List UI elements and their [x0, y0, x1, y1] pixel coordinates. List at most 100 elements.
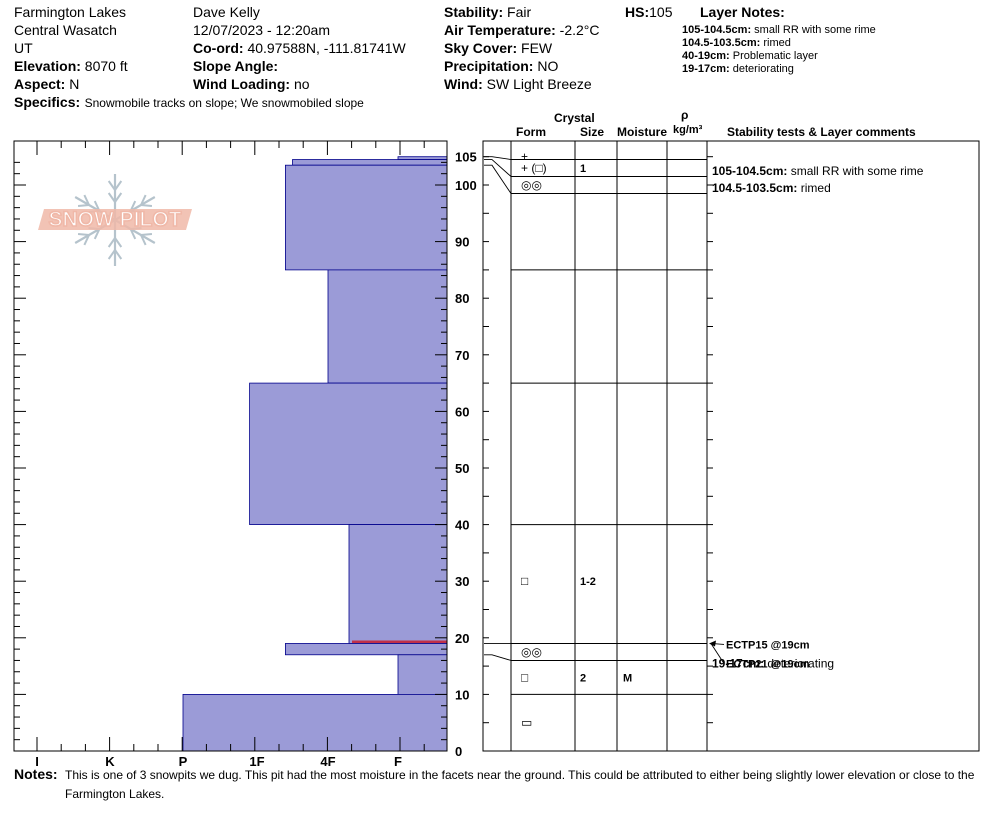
snowflake-branch	[107, 192, 116, 203]
specifics-value: Snowmobile tracks on slope; We snowmobil…	[84, 96, 364, 110]
slope-angle-label: Slope Angle:	[193, 58, 279, 74]
stability-test: ECTP15 @19cm	[726, 639, 810, 651]
layer-note-range: 19-17cm:	[682, 63, 730, 75]
crystal-size: 1-2	[580, 576, 596, 588]
sky-cover: Sky Cover: FEW	[444, 40, 552, 56]
coordinates: Co-ord: 40.97588N, -111.81741W	[193, 40, 406, 56]
depth-label: 70	[455, 348, 469, 363]
precipitation-value: NO	[537, 58, 559, 74]
snowflake-branch	[140, 233, 153, 236]
sky-cover-value: FEW	[521, 40, 553, 56]
form-header: Form	[516, 125, 546, 139]
boundary-connector	[484, 159, 512, 177]
hardness-layer-bar	[397, 654, 448, 695]
layer-comment: 105-104.5cm: small RR with some rime	[712, 164, 924, 178]
specifics: Specifics: Snowmobile tracks on slope; W…	[14, 94, 364, 112]
snow-height-label: HS:	[625, 4, 650, 20]
snowflake-branch	[114, 249, 123, 260]
hardness-label: P	[179, 754, 188, 769]
crystal-moisture: M	[623, 672, 632, 684]
snow-height: HS:105	[625, 4, 672, 20]
hardness-label: 1F	[249, 754, 264, 769]
snowpilot-logo: SNOW PILOT	[38, 174, 192, 266]
precipitation: Precipitation: NO	[444, 58, 558, 74]
location-name: Farmington Lakes	[14, 4, 127, 20]
snowflake-branch	[107, 180, 116, 191]
coord-label: Co-ord:	[193, 40, 244, 56]
depth-label: 40	[455, 518, 469, 533]
crystal-form: □	[521, 670, 528, 684]
crystal-header: Crystal	[554, 111, 595, 125]
hardness-label: 4F	[320, 754, 335, 769]
snowflake-branch	[140, 194, 147, 206]
notes-label: Notes:	[14, 766, 58, 782]
state: UT	[14, 40, 33, 56]
wind: Wind: SW Light Breeze	[444, 76, 592, 92]
snowflake-branch	[83, 234, 90, 246]
layer-note: 40-19cm: Problematic layer	[682, 50, 818, 62]
layer-note-text: Problematic layer	[732, 50, 818, 62]
hardness-layer-bar	[327, 269, 448, 384]
aspect-value: N	[69, 76, 80, 92]
boundary-connector	[484, 654, 512, 661]
layer-note-range: 104.5-103.5cm:	[682, 37, 761, 49]
crystal-form: ◎◎	[521, 645, 542, 659]
snowflake-branch	[140, 204, 153, 207]
depth-label: 90	[455, 235, 469, 250]
layer-notes-title: Layer Notes:	[700, 4, 785, 20]
snowflake-branch	[140, 234, 147, 246]
snowflake-branch	[114, 192, 123, 203]
wind-loading-value: no	[293, 76, 310, 92]
hardness-label: I	[35, 754, 39, 769]
stability-comments-header: Stability tests & Layer comments	[727, 125, 916, 139]
layer-note-range: 105-104.5cm:	[682, 24, 752, 36]
stability-label: Stability:	[444, 4, 504, 20]
layer-note-range: 40-19cm:	[682, 50, 730, 62]
aspect: Aspect: N	[14, 76, 79, 92]
arrow-head	[709, 640, 716, 647]
depth-label: 10	[455, 687, 469, 702]
crystal-form: ▭	[521, 716, 532, 730]
hardness-layer-bar	[182, 694, 448, 752]
hardness-layer-bar	[348, 524, 448, 644]
crystal-form: +	[521, 150, 528, 164]
depth-label: 30	[455, 574, 469, 589]
snow-height-value: 105	[649, 4, 673, 20]
wind-label: Wind:	[444, 76, 483, 92]
wind-loading: Wind Loading: no	[193, 76, 310, 92]
snowflake-branch	[107, 237, 116, 248]
wind-loading-label: Wind Loading:	[193, 76, 291, 92]
hardness-layer-bar	[284, 164, 448, 271]
snowflake-branch	[114, 180, 123, 191]
hardness-layer-bar	[397, 156, 448, 160]
depth-label: 105	[455, 150, 477, 165]
mountain-range: Central Wasatch	[14, 22, 117, 38]
snowflake-branch	[77, 204, 90, 207]
snowflake-branch	[77, 233, 90, 236]
table-frame	[482, 140, 980, 752]
precipitation-label: Precipitation:	[444, 58, 534, 74]
logo-text: SNOW PILOT	[49, 208, 182, 231]
snowflake-branch	[93, 228, 101, 240]
crystal-size: 1	[580, 163, 586, 175]
elevation: Elevation: 8070 ft	[14, 58, 128, 74]
layer-note-text: small RR with some rime	[754, 24, 876, 36]
air-temperature-value: -2.2°C	[559, 22, 600, 38]
sky-cover-label: Sky Cover:	[444, 40, 518, 56]
slope-angle: Slope Angle:	[193, 58, 278, 74]
stability-test-arrow	[710, 643, 725, 664]
crystal-form: + (□)	[521, 161, 547, 175]
depth-label: 60	[455, 404, 469, 419]
crystal-size: 2	[580, 672, 586, 684]
size-header: Size	[580, 125, 605, 139]
density-symbol: ρ	[681, 108, 689, 122]
depth-label: 80	[455, 291, 469, 306]
notes-line-2: Farmington Lakes.	[65, 787, 165, 801]
crystal-form: □	[521, 574, 528, 588]
snowflake-branch	[83, 194, 90, 206]
logo-band	[38, 209, 192, 230]
air-temperature-label: Air Temperature:	[444, 22, 556, 38]
boundary-connector	[484, 156, 512, 160]
observer-name: Dave Kelly	[193, 4, 260, 20]
